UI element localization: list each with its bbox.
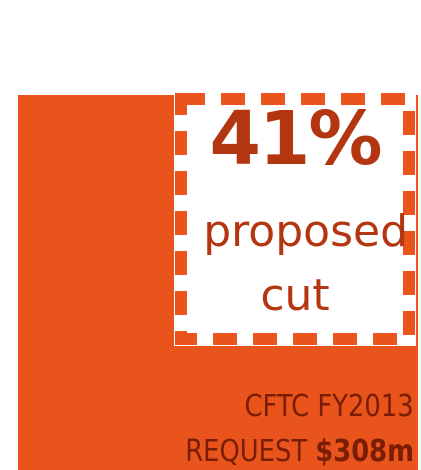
cut-percentage: 41% — [209, 96, 382, 182]
cut-label-line2: cut — [260, 270, 330, 321]
request-amount: $308m — [315, 434, 414, 469]
request-label: REQUEST — [185, 434, 316, 469]
cut-label-line1: proposed — [203, 206, 408, 257]
proposed-cut-callout: 41% proposed cut — [174, 92, 416, 346]
dashed-border — [175, 93, 415, 345]
request-amount-line: REQUEST $308m — [185, 437, 414, 467]
request-title: CFTC FY2013 — [244, 389, 414, 424]
